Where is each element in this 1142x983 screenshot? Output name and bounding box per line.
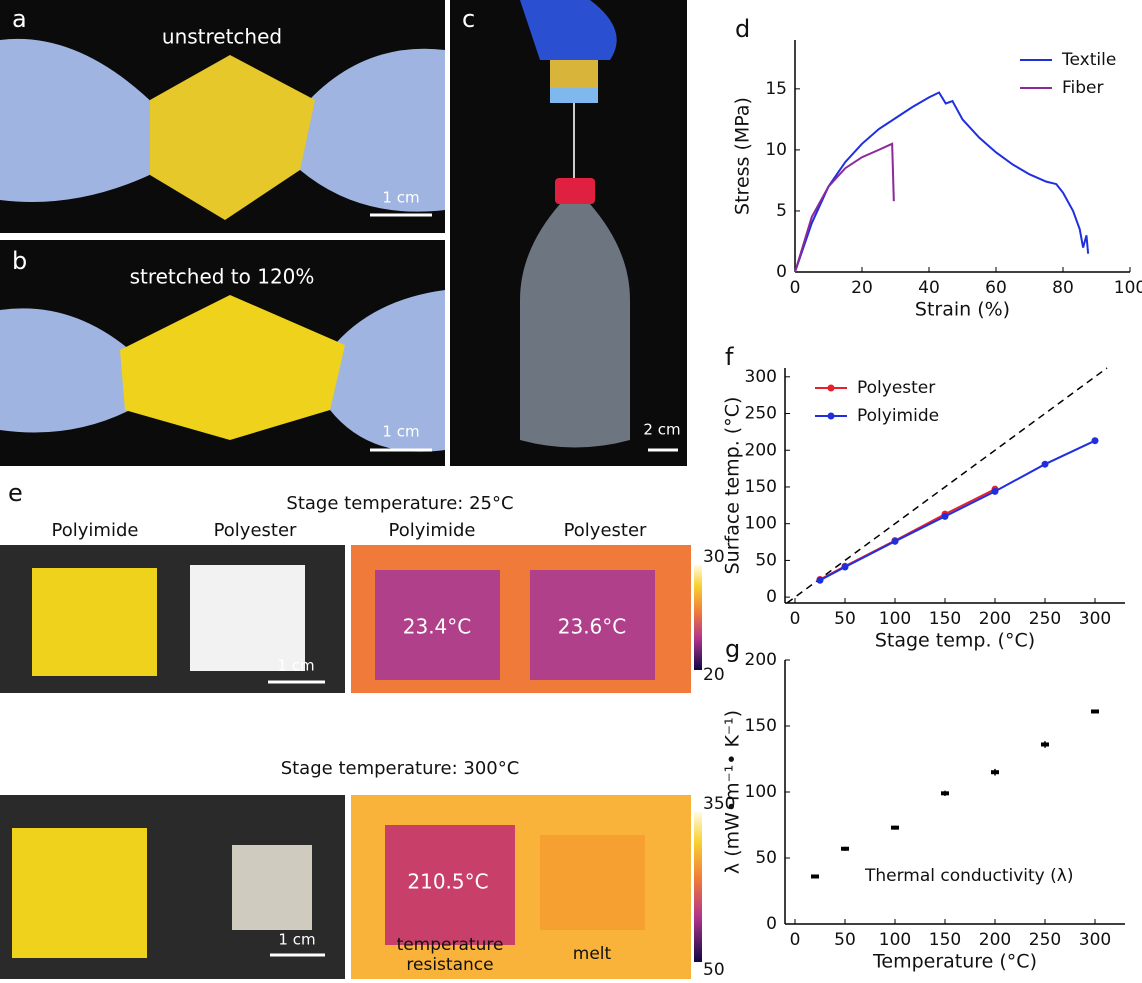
reference-line [787,368,1107,603]
y-tick-label: 5 [776,201,787,221]
y-tick-label: 250 [745,404,777,424]
temperature-label: 23.4°C [403,615,472,639]
x-tick-label: 150 [929,609,961,629]
point [811,874,819,878]
point [891,826,899,830]
y-tick-label: 100 [745,782,777,802]
y-tick-label: 0 [766,587,777,607]
x-tick-label: 20 [851,278,873,298]
photo-c: c 2 cm [450,0,687,466]
photo-b: b stretched to 120% 1 cm [0,240,445,466]
y-tick-label: 100 [745,514,777,534]
x-tick-label: 250 [1029,609,1061,629]
marker [817,577,824,584]
point [1041,742,1049,746]
scale-label: 1 cm [278,931,315,949]
x-tick-label: 40 [918,278,940,298]
x-axis-label: Stage temp. (°C) [875,630,1035,652]
y-axis-label: Stress (MPa) [732,97,754,215]
marker [892,538,899,545]
x-tick-label: 300 [1079,609,1111,629]
note: melt [573,944,612,964]
colorbar-label: 50 [703,960,725,979]
y-tick-label: 15 [765,79,787,99]
x-tick-label: 60 [985,278,1007,298]
photo-a: a unstretched 1 cm [0,0,445,233]
y-tick-label: 200 [745,650,777,670]
figure: a unstretched 1 cm b stretched to 120% 1… [0,0,1142,979]
legend-label: Polyimide [857,406,939,426]
x-tick-label: 100 [879,609,911,629]
legend-label: Fiber [1062,78,1104,98]
column-label: Polyimide [52,520,139,541]
panel-letter: c [462,5,475,33]
marker [992,488,999,495]
y-tick-label: 300 [745,367,777,387]
y-tick-label: 50 [755,550,777,570]
heading: Stage temperature: 300°C [281,758,520,779]
x-axis-label: Strain (%) [915,299,1010,321]
x-tick-label: 250 [1029,930,1061,950]
x-tick-label: 0 [790,930,801,950]
y-tick-label: 10 [765,140,787,160]
x-tick-label: 80 [1052,278,1074,298]
heading: Stage temperature: 25°C [286,493,513,514]
panel-letter: d [735,15,750,43]
x-tick-label: 100 [1114,278,1142,298]
x-tick-label: 150 [929,930,961,950]
y-tick-label: 150 [745,477,777,497]
scale-label: 1 cm [382,189,419,207]
note: temperature resistance [380,935,520,979]
marker [942,513,949,520]
column-label: Polyimide [389,520,476,541]
y-axis-label: λ (mW•m⁻¹• K⁻¹) [722,710,744,874]
marker [1042,461,1049,468]
x-axis-label: Temperature (°C) [872,951,1037,973]
legend-label: Polyester [857,378,935,398]
panel-e: e Stage temperature: 25°C Polyimide Poly… [0,479,735,979]
x-tick-label: 200 [979,930,1011,950]
note-text: temperature resistance [380,935,520,975]
scale-label: 1 cm [382,423,419,441]
scale-label: 1 cm [277,657,314,675]
legend-marker [828,385,835,392]
colorbar-label: 20 [703,665,725,685]
y-tick-label: 0 [766,914,777,934]
caption: stretched to 120% [130,265,315,289]
x-tick-label: 50 [834,930,856,950]
point [941,791,949,795]
y-tick-label: 50 [755,848,777,868]
panel-letter: a [12,5,27,33]
y-axis-label: Surface temp. (°C) [722,397,744,575]
x-tick-label: 300 [1079,930,1111,950]
x-tick-label: 0 [790,278,801,298]
y-tick-label: 150 [745,716,777,736]
column-label: Polyester [214,520,297,541]
annotation: Thermal conductivity (λ) [864,866,1073,886]
point [1091,709,1099,713]
series-line [820,441,1095,581]
legend-marker [828,413,835,420]
scale-label: 2 cm [643,421,680,439]
legend-label: Textile [1061,50,1116,70]
point [991,770,999,774]
panel-letter: g [725,635,740,663]
x-tick-label: 100 [879,930,911,950]
panel-letter: e [8,479,23,507]
panel-letter: f [725,343,734,371]
temperature-label: 23.6°C [558,615,627,639]
column-label: Polyester [564,520,647,541]
marker [1092,437,1099,444]
x-tick-label: 50 [834,609,856,629]
temperature-label: 210.5°C [407,870,488,894]
marker [842,564,849,571]
series-line [795,93,1088,272]
y-tick-label: 0 [776,262,787,282]
x-tick-label: 200 [979,609,1011,629]
x-tick-label: 0 [790,609,801,629]
point [841,847,849,851]
panel-letter: b [12,247,27,275]
caption: unstretched [162,25,282,49]
y-tick-label: 200 [745,440,777,460]
